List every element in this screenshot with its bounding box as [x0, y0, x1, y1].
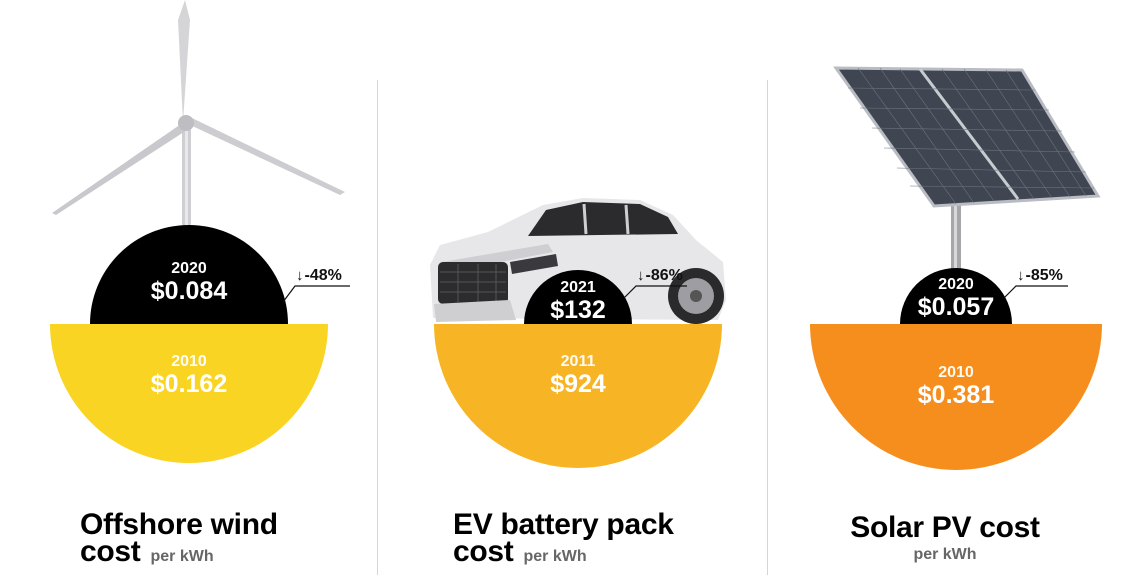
base-value-label: 2010 $0.162 — [150, 353, 228, 398]
recent-semicircle — [524, 270, 632, 324]
column-divider — [767, 80, 768, 575]
change-badge: ↓-48% — [296, 267, 342, 284]
base-value-label: 2010 $0.381 — [917, 364, 995, 409]
base-semicircle — [434, 324, 722, 468]
wind-chart-graphic — [50, 0, 350, 463]
change-badge: ↓-85% — [1017, 267, 1063, 284]
panel-solar-pv: 2020 $0.057 2010 $0.381 ↓-85% Solar PV c… — [760, 0, 1125, 584]
panel-unit: per kWh — [913, 546, 977, 563]
car-icon — [430, 198, 726, 324]
solar-chart-graphic — [810, 66, 1102, 470]
panel-offshore-wind: 2020 $0.084 2010 $0.162 ↓-48% Offshore w… — [0, 0, 375, 584]
base-semicircle — [50, 324, 328, 463]
leader-line — [623, 285, 687, 299]
wind-turbine-icon — [52, 0, 345, 228]
panel-ev-battery: 2021 $132 2011 $924 ↓-86% EV battery pac… — [378, 0, 753, 584]
recent-semicircle — [900, 268, 1012, 324]
leader-line — [282, 285, 350, 303]
base-value-label: 2011 $924 — [550, 353, 606, 398]
solar-panel-icon — [833, 66, 1101, 290]
column-divider — [377, 80, 378, 575]
base-semicircle — [810, 324, 1102, 470]
recent-value-label: 2020 $0.057 — [917, 276, 995, 321]
recent-value-label: 2020 $0.084 — [150, 260, 228, 305]
panel-title: Solar PV cost — [850, 511, 1040, 544]
ev-chart-graphic — [430, 198, 726, 468]
leader-line — [1003, 285, 1068, 299]
panel-title: Offshore wind cost per kWh — [80, 508, 278, 568]
change-badge: ↓-86% — [637, 267, 683, 284]
recent-value-label: 2021 $132 — [550, 279, 606, 324]
panel-title: EV battery pack cost per kWh — [453, 508, 674, 568]
recent-semicircle — [90, 225, 288, 324]
